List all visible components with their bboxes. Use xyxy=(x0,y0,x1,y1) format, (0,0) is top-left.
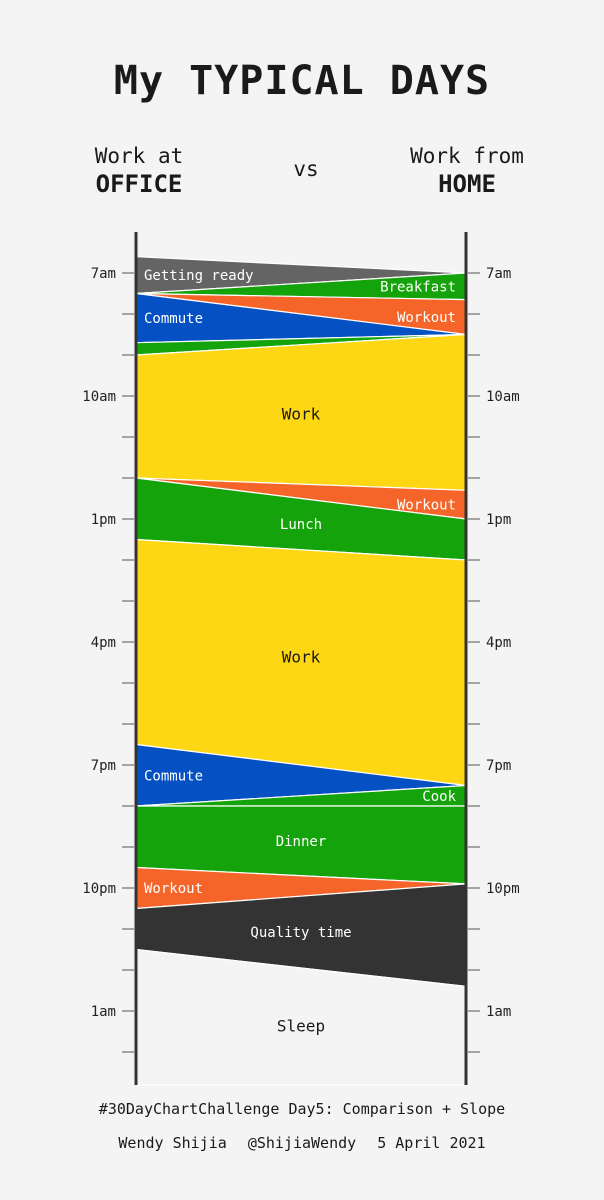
left-tick-label: 10pm xyxy=(82,881,116,897)
segment-label: Breakfast xyxy=(380,279,456,295)
right-tick-label: 7pm xyxy=(486,758,511,774)
right-tick-label: 7am xyxy=(486,266,511,282)
footer-handle: @ShijiaWendy xyxy=(247,1134,357,1152)
footer-credits: Wendy Shijia @ShijiaWendy 5 April 2021 xyxy=(0,1134,604,1152)
segment-label: Quality time xyxy=(250,925,351,941)
right-tick-label: 1pm xyxy=(486,512,511,528)
right-header-line1: Work from xyxy=(410,144,524,168)
left-tick-label: 10am xyxy=(82,389,116,405)
right-tick-label: 10am xyxy=(486,389,520,405)
right-tick-label: 4pm xyxy=(486,635,511,651)
footer-date: 5 April 2021 xyxy=(377,1134,486,1152)
right-header-line2: HOME xyxy=(438,170,496,198)
segment-label: Lunch xyxy=(280,517,322,533)
segment-label: Dinner xyxy=(276,834,327,850)
segment-label: Workout xyxy=(144,881,203,897)
left-tick-label: 7pm xyxy=(91,758,116,774)
segment-label: Commute xyxy=(144,768,203,784)
segment-label: Workout xyxy=(397,498,456,514)
segment-label: Workout xyxy=(397,310,456,326)
left-tick-label: 7am xyxy=(91,266,116,282)
right-axis-header: Work from HOME xyxy=(367,144,567,198)
footer-author: Wendy Shijia xyxy=(118,1134,227,1152)
footer-challenge: #30DayChartChallenge Day5: Comparison + … xyxy=(98,1100,506,1118)
left-header-line2: OFFICE xyxy=(95,170,183,198)
segment-label: Work xyxy=(282,404,321,423)
left-tick-label: 4pm xyxy=(91,635,116,651)
left-axis-header: Work at OFFICE xyxy=(39,144,239,198)
left-tick-label: 1am xyxy=(91,1004,116,1020)
segment-label: Getting ready xyxy=(144,268,254,284)
segment-label: Sleep xyxy=(277,1016,325,1035)
segment-label: Commute xyxy=(144,311,203,327)
vs-label: vs xyxy=(293,157,319,181)
segment-label: Work xyxy=(282,647,321,666)
right-tick-label: 1am xyxy=(486,1004,511,1020)
left-tick-label: 1pm xyxy=(91,512,116,528)
left-header-line1: Work at xyxy=(94,144,184,168)
right-tick-label: 10pm xyxy=(486,881,520,897)
page-title: My TYPICAL DAYS xyxy=(113,58,491,104)
segment-label: Cook xyxy=(422,789,456,805)
